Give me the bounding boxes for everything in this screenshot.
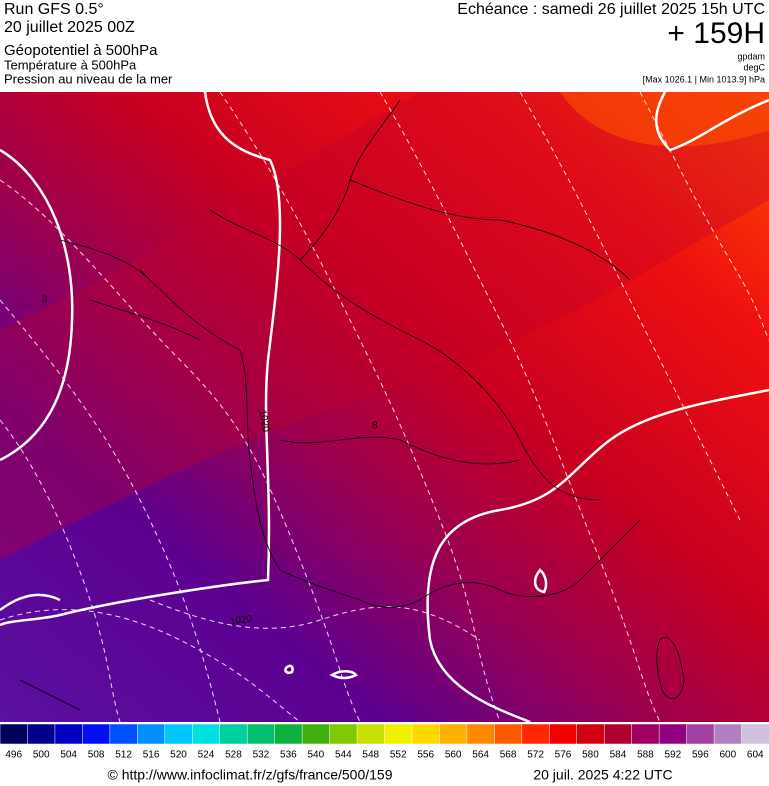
color-swatch: [137, 723, 166, 745]
colorbar-label: 560: [445, 750, 462, 761]
color-swatch: [686, 723, 715, 745]
color-swatch: [274, 723, 303, 745]
isobars: [0, 92, 769, 722]
valid-time: Echéance : samedi 26 juillet 2025 15h UT…: [457, 1, 765, 18]
color-swatch: [658, 723, 688, 745]
color-swatch: [439, 723, 468, 745]
colorbar-label: 556: [417, 750, 434, 761]
color-swatch: [0, 723, 29, 745]
colorbar-label: 524: [198, 750, 215, 761]
contour-labels: 1020 1020 8 8: [42, 295, 378, 628]
color-swatch: [301, 723, 331, 745]
run: Run GFS 0.5°: [4, 1, 104, 18]
temperature-field: [0, 92, 769, 722]
colorbar-label: 516: [143, 750, 160, 761]
colorbar-label: 580: [582, 750, 599, 761]
colorbar-label: 544: [335, 750, 352, 761]
isobar-label: 1020: [256, 409, 271, 433]
color-swatch: [384, 723, 413, 745]
colorbar-label: 572: [527, 750, 544, 761]
run-date: 20 juillet 2025 00Z: [4, 19, 135, 36]
color-swatch: [466, 723, 496, 745]
colorbar-label: 564: [472, 750, 489, 761]
field: Pression au niveau de la mer: [4, 71, 173, 86]
isotherm-label: 8: [42, 295, 48, 306]
field: Température à 500hPa: [4, 57, 137, 72]
color-swatch: [411, 723, 441, 745]
color-swatch: [82, 723, 111, 745]
colorbar-label: 504: [60, 750, 77, 761]
color-swatch: [192, 723, 221, 745]
lead-time: + 159H: [667, 17, 765, 50]
colorbar-label: 512: [115, 750, 132, 761]
color-swatch: [164, 723, 194, 745]
colorbar-label: 588: [637, 750, 654, 761]
colorbar-label: 600: [719, 750, 736, 761]
colorbar-label: 496: [5, 750, 22, 761]
isobar-label: 1020: [229, 614, 253, 628]
color-swatch: [713, 723, 743, 745]
color-swatch: [741, 723, 769, 745]
color-swatch: [521, 723, 551, 745]
header: Run GFS 0.5° 20 juillet 2025 00Z Géopote…: [4, 1, 766, 86]
colorbar-label: 576: [555, 750, 572, 761]
color-swatch: [329, 723, 358, 745]
colorbar-label: 520: [170, 750, 187, 761]
colorbar: 496 500 504 508 512 516 520 524 528 532 536 540 544 5…: [0, 723, 769, 761]
isotherms: [0, 92, 769, 722]
coastlines: [19, 99, 685, 711]
color-swatch: [54, 723, 84, 745]
color-swatch: [27, 723, 56, 745]
band: [560, 92, 769, 147]
unit: degC: [743, 62, 765, 72]
colorbar-label: 528: [225, 750, 242, 761]
colorbar-label: 592: [665, 750, 682, 761]
color-swatch: [494, 723, 523, 745]
colorbar-label: 604: [747, 750, 764, 761]
colorbar-label: 552: [390, 750, 407, 761]
colorbar-label: 540: [307, 750, 324, 761]
color-swatch: [631, 723, 660, 745]
colorbar-label: 568: [500, 750, 517, 761]
color-swatch: [576, 723, 605, 745]
color-swatch: [109, 723, 139, 745]
colorbar-label: 532: [253, 750, 270, 761]
source: © http://www.infoclimat.fr/z/gfs/france/…: [108, 767, 393, 783]
colorbar-label: 596: [692, 750, 709, 761]
colorbar-label: 536: [280, 750, 297, 761]
colorbar-label: 500: [33, 750, 50, 761]
unit: gpdam: [737, 51, 765, 61]
timestamp: 20 juil. 2025 4:22 UTC: [533, 767, 672, 783]
color-swatch: [219, 723, 248, 745]
color-swatch: [356, 723, 386, 745]
color-swatch: [549, 723, 578, 745]
field: Géopotentiel à 500hPa: [4, 42, 158, 59]
pressure-range: [Max 1026.1 | Min 1013.9] hPa: [643, 74, 765, 84]
colorbar-label: 584: [610, 750, 627, 761]
color-swatch: [246, 723, 276, 745]
footer: © http://www.infoclimat.fr/z/gfs/france/…: [108, 767, 673, 783]
colorbar-label: 508: [88, 750, 105, 761]
color-swatch: [603, 723, 633, 745]
isotherm-label: 8: [372, 421, 378, 432]
band: [0, 92, 769, 560]
map: 1020 1020 8 8: [0, 92, 769, 722]
colorbar-label: 548: [362, 750, 379, 761]
